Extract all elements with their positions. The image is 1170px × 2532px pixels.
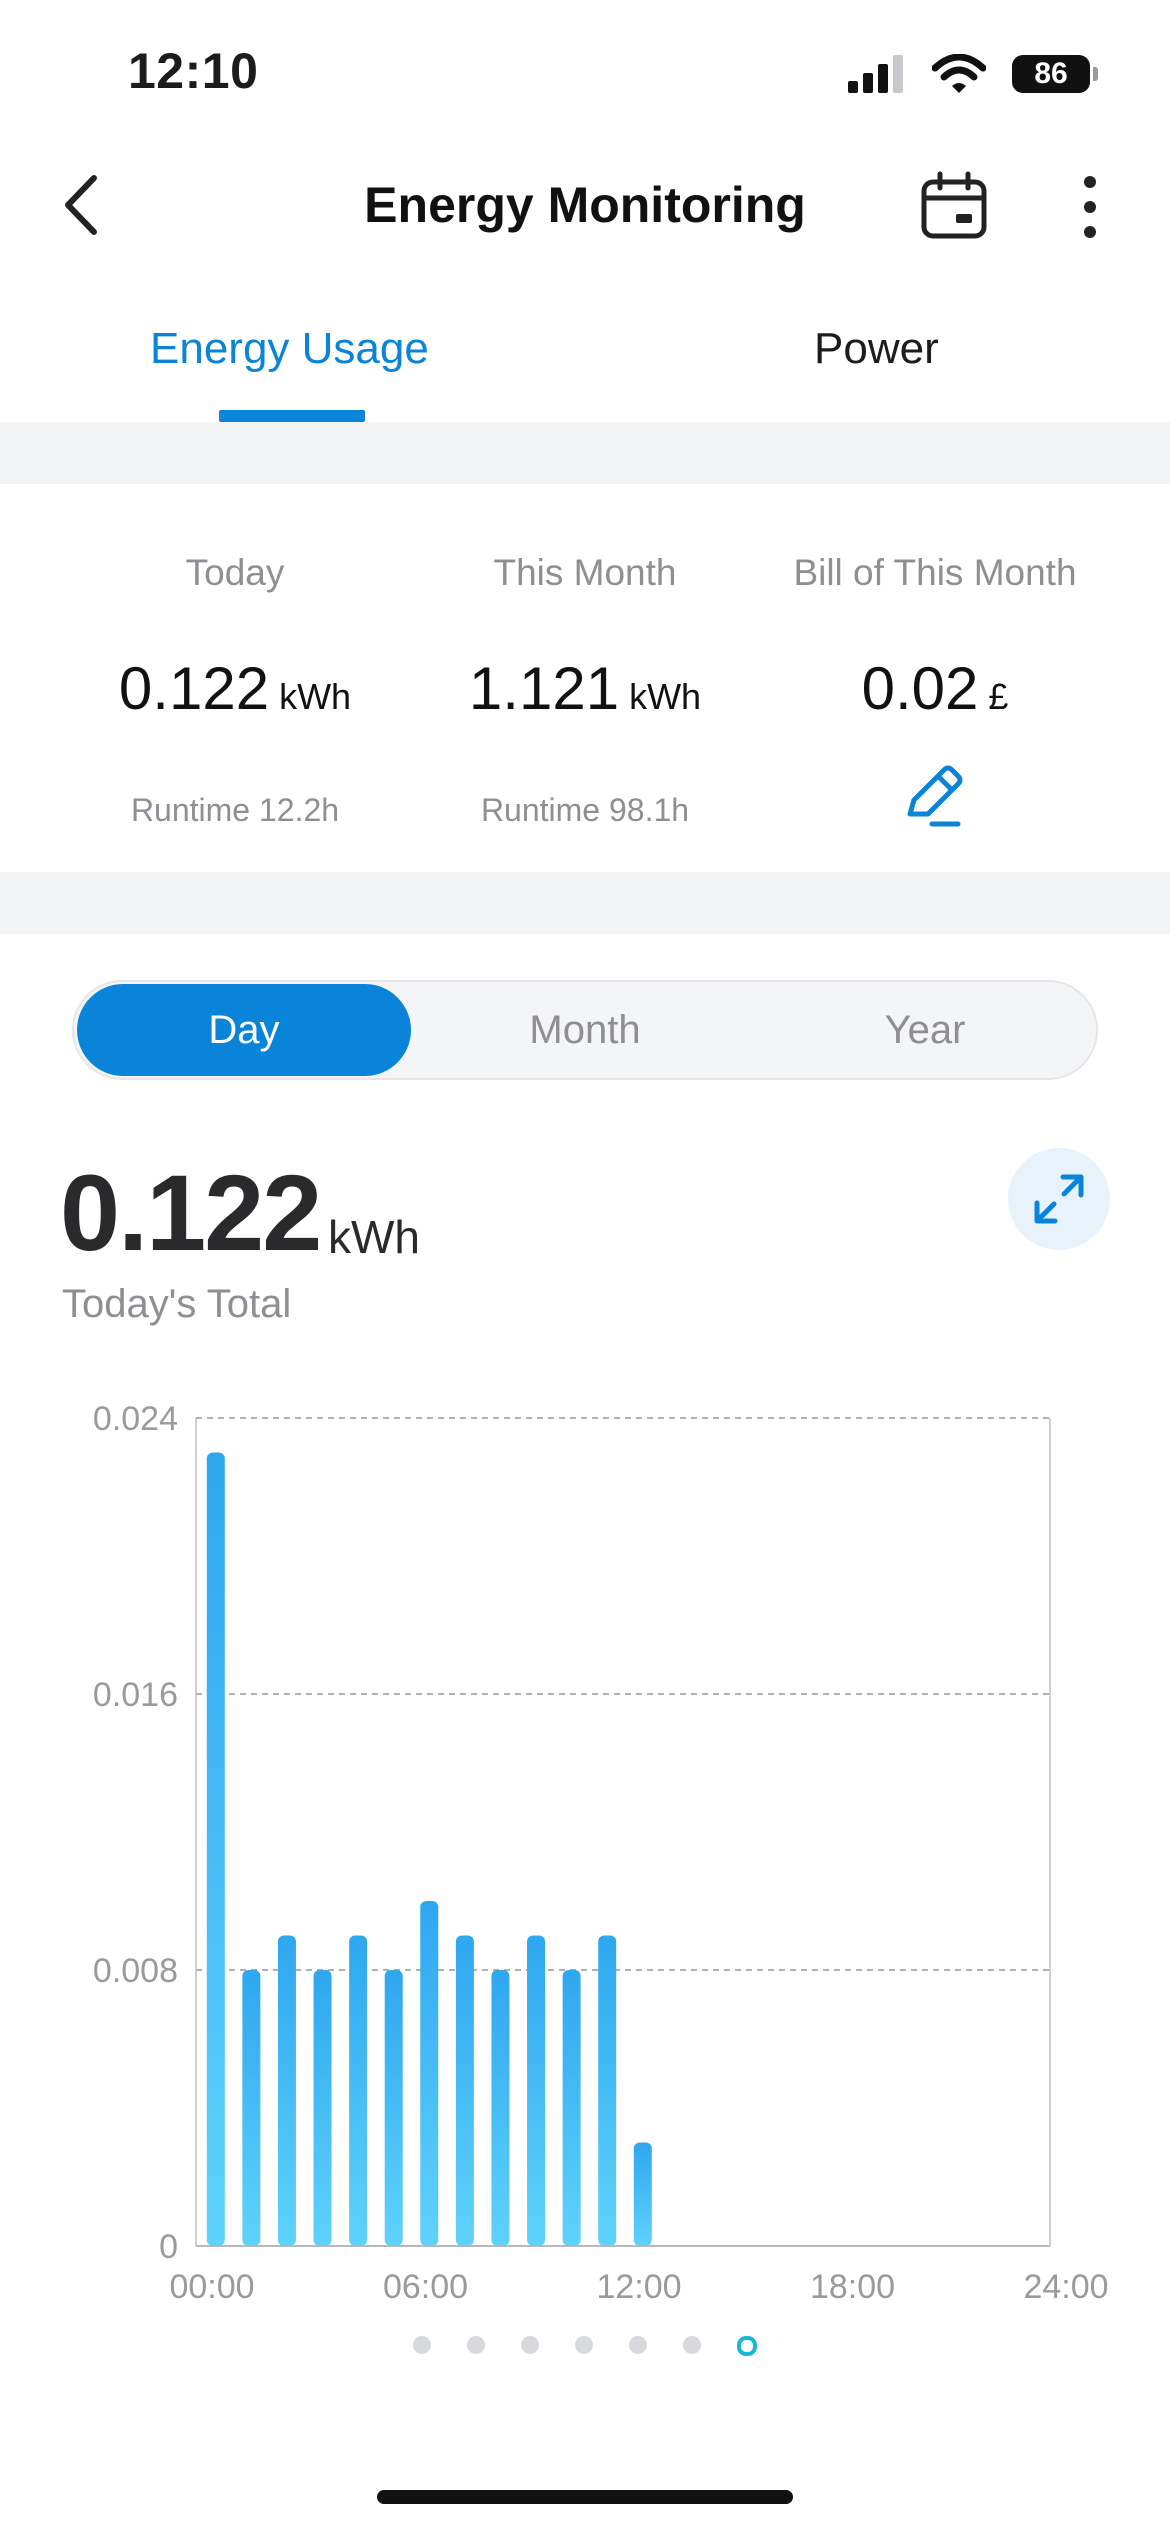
bar-hour-2[interactable] xyxy=(277,1935,296,2247)
stat-today-number: 0.122 xyxy=(118,655,270,722)
x-tick-label: 18:00 xyxy=(810,2268,895,2306)
energy-bar-chart: 0 0.008 0.016 0.024 00:00 06:00 12:00 18:00 24:… xyxy=(93,1400,1109,2306)
total-label: Today's Total xyxy=(62,1282,292,1326)
chart-pager xyxy=(0,2336,1170,2356)
pager-dot[interactable] xyxy=(737,2336,757,2356)
tab-energy-usage[interactable]: Energy Usage xyxy=(150,324,429,373)
y-tick-label: 0 xyxy=(159,2228,178,2266)
expand-icon xyxy=(1034,1174,1084,1224)
y-tick-label: 0.016 xyxy=(93,1676,178,1714)
battery-indicator: 86 xyxy=(1012,55,1098,93)
page-title: Energy Monitoring xyxy=(364,177,806,233)
section-divider xyxy=(0,422,1170,484)
bar-hour-4[interactable] xyxy=(349,1935,368,2247)
bar-hour-10[interactable] xyxy=(562,1970,581,2246)
stat-bill-value: 0.02 £ xyxy=(755,654,1115,723)
bar-hour-1[interactable] xyxy=(242,1970,261,2246)
status-indicators: 86 xyxy=(848,54,1098,94)
stat-today-value: 0.122 kWh xyxy=(55,654,415,723)
bar-hour-12[interactable] xyxy=(633,2142,652,2247)
y-tick-label: 0.008 xyxy=(93,1952,178,1990)
bar-hour-8[interactable] xyxy=(491,1970,510,2246)
segment-year[interactable]: Year xyxy=(884,1007,966,1052)
bar-hour-7[interactable] xyxy=(455,1935,474,2247)
bar-hour-5[interactable] xyxy=(384,1970,403,2246)
more-vertical-icon[interactable] xyxy=(1070,172,1110,242)
stat-month-unit: kWh xyxy=(629,676,702,717)
x-tick-label: 06:00 xyxy=(383,2268,468,2306)
total-unit: kWh xyxy=(328,1211,420,1263)
segment-month[interactable]: Month xyxy=(529,1007,641,1052)
bar-hour-0[interactable] xyxy=(206,1452,225,2247)
pager-dot[interactable] xyxy=(467,2336,485,2354)
bar-hour-9[interactable] xyxy=(527,1935,546,2247)
segment-day[interactable]: Day xyxy=(77,984,411,1076)
stat-bill-label: Bill of This Month xyxy=(793,552,1077,593)
stat-bill-number: 0.02 xyxy=(861,655,979,722)
y-tick-label: 0.024 xyxy=(93,1400,178,1438)
x-tick-label: 24:00 xyxy=(1023,2268,1108,2306)
stat-month-label: This Month xyxy=(493,552,677,593)
bar-hour-6[interactable] xyxy=(420,1901,439,2246)
back-chevron-icon[interactable] xyxy=(54,170,114,240)
calendar-icon[interactable] xyxy=(918,170,990,242)
edit-pencil-icon[interactable] xyxy=(898,762,968,832)
stat-bill-unit: £ xyxy=(988,676,1009,717)
pager-dot[interactable] xyxy=(629,2336,647,2354)
tab-power[interactable]: Power xyxy=(814,324,939,373)
cellular-signal-icon xyxy=(848,55,903,93)
home-indicator xyxy=(377,2490,793,2504)
stat-today-runtime: Runtime 12.2h xyxy=(130,792,340,828)
expand-chart-button[interactable] xyxy=(1008,1148,1110,1250)
x-tick-label: 00:00 xyxy=(169,2268,254,2306)
stat-month-runtime: Runtime 98.1h xyxy=(480,792,690,828)
bar-hour-3[interactable] xyxy=(313,1970,332,2246)
stat-today-label: Today xyxy=(185,552,285,593)
stat-month-number: 1.121 xyxy=(468,655,620,722)
x-tick-label: 12:00 xyxy=(596,2268,681,2306)
battery-level: 86 xyxy=(1034,57,1068,90)
stat-month-value: 1.121 kWh xyxy=(405,654,765,723)
bar-hour-11[interactable] xyxy=(598,1935,617,2247)
stat-today-unit: kWh xyxy=(279,676,352,717)
pager-dot[interactable] xyxy=(413,2336,431,2354)
status-time: 12:10 xyxy=(128,43,259,99)
section-divider-2 xyxy=(0,872,1170,934)
pager-dot[interactable] xyxy=(575,2336,593,2354)
pager-dot[interactable] xyxy=(683,2336,701,2354)
active-tab-indicator xyxy=(219,410,365,422)
pager-dot[interactable] xyxy=(521,2336,539,2354)
wifi-icon xyxy=(932,54,986,93)
total-value: 0.122 xyxy=(60,1152,322,1273)
